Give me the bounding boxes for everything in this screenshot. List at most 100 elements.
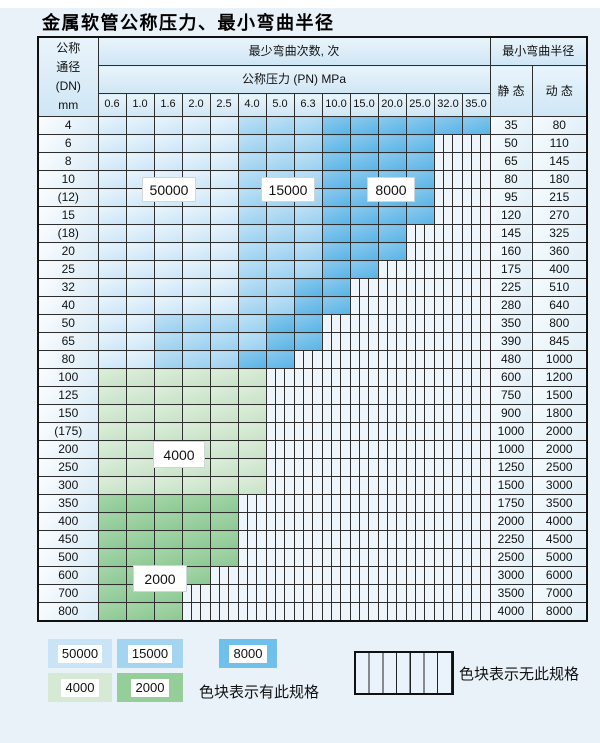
table-row-dn-(175): (175) 1000 2000 [37,422,588,441]
dynamic-radius-value: 4500 [531,530,588,549]
legend-swatch-4000: 4000 [48,673,112,702]
no-spec-cell [181,584,211,603]
spec-cell [125,116,155,135]
no-spec-cell [433,566,463,585]
no-spec-cell [433,206,463,225]
dynamic-radius-value: 510 [531,278,588,297]
table-row-dn-50: 50 350 800 [37,314,588,333]
spec-cell [97,422,127,441]
overlay-label-2000: 2000 [133,565,187,592]
no-spec-cell [377,566,407,585]
static-radius-value: 3500 [489,584,533,603]
pressure-tick: 2.5 [209,93,239,117]
no-spec-cell [433,512,463,531]
spec-cell [153,512,183,531]
legend-swatch-15000: 15000 [117,639,183,668]
spec-cell [125,332,155,351]
spec-cell [125,602,155,621]
no-spec-cell [461,602,491,621]
spec-cell [209,134,239,153]
spec-cell [265,332,295,351]
no-spec-cell [349,494,379,513]
no-spec-cell [461,584,491,603]
spec-cell [125,386,155,405]
spec-cell [97,548,127,567]
spec-cell [321,206,351,225]
no-spec-cell [321,530,351,549]
row-label-dn: 20 [37,242,99,261]
no-spec-cell [321,314,351,333]
no-spec-cell [377,476,407,495]
dynamic-radius-value: 640 [531,296,588,315]
static-radius-value: 160 [489,242,533,261]
static-radius-value: 120 [489,206,533,225]
no-spec-cell [433,404,463,423]
no-spec-cell [461,530,491,549]
pressure-tick: 0.6 [97,93,127,117]
no-spec-cell [461,242,491,261]
spec-cell [125,260,155,279]
spec-cell [97,314,127,333]
no-spec-cell [433,386,463,405]
spec-cell [209,224,239,243]
overlay-label-8000: 8000 [367,177,415,202]
spec-cell [181,116,211,135]
spec-cell [349,260,379,279]
dynamic-radius-value: 1000 [531,350,588,369]
pressure-tick: 5.0 [265,93,295,117]
static-radius-value: 350 [489,314,533,333]
dynamic-radius-value: 3500 [531,494,588,513]
spec-cell [97,440,127,459]
no-spec-cell [237,584,267,603]
no-spec-cell [237,602,267,621]
no-spec-cell [461,458,491,477]
spec-cell [237,278,267,297]
spec-cell [265,314,295,333]
table-row-dn-125: 125 750 1500 [37,386,588,405]
spec-cell [209,458,239,477]
pressure-tick: 4.0 [237,93,267,117]
spec-cell [237,404,267,423]
dynamic-radius-value: 270 [531,206,588,225]
spec-cell [293,260,323,279]
no-spec-cell [265,602,295,621]
no-spec-cell [321,584,351,603]
table-row-dn-500: 500 2500 5000 [37,548,588,567]
spec-cell [209,530,239,549]
no-spec-cell [433,422,463,441]
table-row-dn-6: 6 50 110 [37,134,588,153]
spec-cell [405,206,435,225]
row-label-dn: 80 [37,350,99,369]
table-row-dn-400: 400 2000 4000 [37,512,588,531]
static-radius-value: 2250 [489,530,533,549]
no-spec-cell [321,332,351,351]
table-row-dn-350: 350 1750 3500 [37,494,588,513]
spec-cell [97,206,127,225]
spec-cell [97,116,127,135]
static-radius-value: 2500 [489,548,533,567]
spec-cell [153,116,183,135]
static-radius-value: 1000 [489,440,533,459]
table-row-dn-150: 150 900 1800 [37,404,588,423]
no-spec-cell [349,458,379,477]
no-spec-cell [461,188,491,207]
table-row-dn-450: 450 2250 4500 [37,530,588,549]
no-spec-cell [265,386,295,405]
spec-cell [97,530,127,549]
no-spec-cell [377,350,407,369]
dynamic-radius-value: 5000 [531,548,588,567]
spec-cell [405,134,435,153]
no-spec-cell [405,584,435,603]
no-spec-cell [433,368,463,387]
spec-cell [349,116,379,135]
no-spec-cell [349,386,379,405]
no-spec-cell [265,440,295,459]
dynamic-radius-value: 8000 [531,602,588,621]
no-spec-cell [293,566,323,585]
spec-cell [265,152,295,171]
row-label-dn: 65 [37,332,99,351]
spec-cell [181,548,211,567]
static-radius-value: 480 [489,350,533,369]
no-spec-cell [433,548,463,567]
spec-cell [97,512,127,531]
